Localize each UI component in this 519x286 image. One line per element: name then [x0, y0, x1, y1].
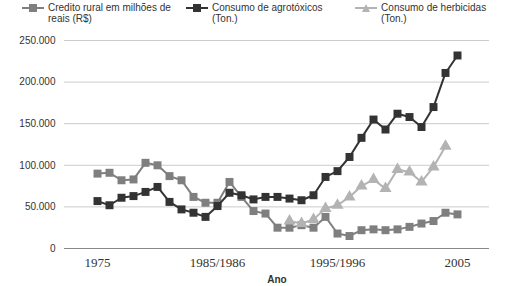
svg-text:Ano: Ano — [267, 274, 286, 285]
svg-text:1975: 1975 — [85, 255, 111, 270]
svg-text:1985/1986: 1985/1986 — [190, 255, 246, 270]
svg-text:2005: 2005 — [445, 255, 471, 270]
html-text:Consumo de agrotóxicos (Ton.): Consumo de agrotóxicos (Ton.) — [212, 2, 323, 24]
svg-text:100.000: 100.000 — [19, 160, 56, 171]
svg-text:200.000: 200.000 — [19, 76, 56, 87]
svg-text:150.000: 150.000 — [19, 118, 56, 129]
svg-text:1995/1996: 1995/1996 — [310, 255, 366, 270]
svg-text:0: 0 — [50, 243, 56, 254]
html-text:Consumo de herbicidas (Ton.): Consumo de herbicidas (Ton.) — [381, 2, 487, 24]
svg-text:250.000: 250.000 — [19, 35, 56, 46]
html-text:Credito rural em milhões de re: Credito rural em milhões de reais (R$) — [48, 2, 171, 24]
svg-text:50.000: 50.000 — [25, 201, 56, 212]
